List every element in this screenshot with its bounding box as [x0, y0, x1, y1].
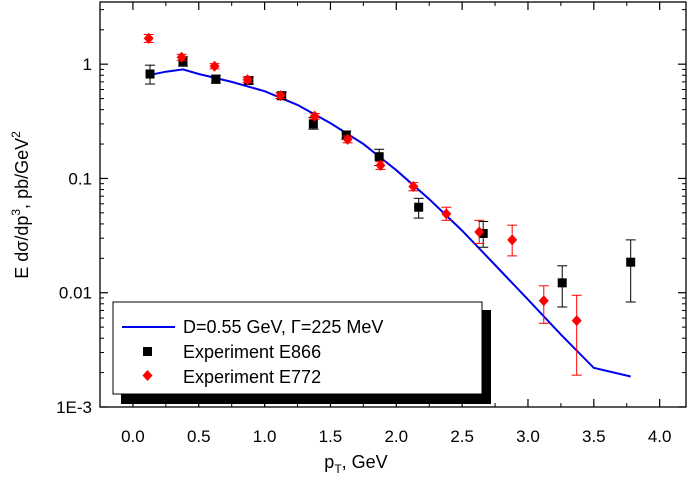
x-tick-label: 2.0	[384, 427, 408, 446]
legend-e772-marker	[142, 370, 153, 381]
x-tick-label: 3.0	[516, 427, 540, 446]
plot-frame	[99, 1, 687, 408]
legend-e866-marker	[143, 347, 152, 356]
e866-point	[374, 152, 384, 162]
legend-e772-label: Experiment E772	[183, 367, 321, 387]
legend-box	[112, 301, 483, 395]
e772-point	[507, 234, 518, 246]
e866-point	[626, 257, 636, 267]
x-tick-label: 2.5	[450, 427, 474, 446]
e772-point	[441, 208, 452, 220]
y-tick-label: 0.01	[59, 284, 92, 303]
legend-curve-label: D=0.55 GeV, Γ=225 MeV	[183, 317, 383, 337]
e772-point	[408, 181, 419, 193]
e772-point	[375, 159, 386, 171]
e772-point	[571, 315, 582, 327]
e772-point	[474, 226, 485, 238]
e866-point	[414, 202, 424, 212]
e772-point	[275, 90, 286, 102]
e772-point	[242, 74, 253, 86]
x-tick-label: 0.5	[187, 427, 211, 446]
e772-point	[143, 32, 154, 44]
x-tick-label: 1.5	[319, 427, 343, 446]
y-axis-title: E dσ/dp3, pb/GeV2	[9, 131, 32, 279]
x-axis-title: pT, GeV	[324, 452, 387, 476]
e866-point	[341, 130, 351, 140]
e866-point	[557, 278, 567, 288]
e772-point	[176, 51, 187, 63]
y-tick-label: 1	[83, 55, 92, 74]
legend-e866-label: Experiment E866	[183, 342, 321, 362]
ticks-layer: 0.0 0.5 1.0 1.5 2.0 2.5 3.0 3.5 4.0 1 0.1 0.01 1E-3	[56, 2, 686, 446]
e866-point	[211, 74, 221, 84]
x-tick-label: 4.0	[648, 427, 672, 446]
e866-point	[145, 69, 155, 79]
y-tick-label: 0.1	[68, 169, 92, 188]
legend: D=0.55 GeV, Γ=225 MeV Experiment E866 Ex…	[112, 301, 491, 404]
x-tick-label: 3.5	[582, 427, 606, 446]
curve-layer	[148, 68, 631, 378]
e772-point	[309, 110, 320, 122]
e772-point	[538, 295, 549, 307]
x-tick-label: 0.0	[121, 427, 145, 446]
e866-point	[478, 228, 488, 238]
e772-point	[342, 133, 353, 145]
e772-point	[209, 60, 220, 72]
e866-point	[308, 119, 318, 129]
points-layer	[143, 32, 636, 376]
x-tick-label: 1.0	[253, 427, 277, 446]
theory-curve	[148, 68, 631, 378]
y-tick-label: 1E-3	[56, 398, 92, 417]
